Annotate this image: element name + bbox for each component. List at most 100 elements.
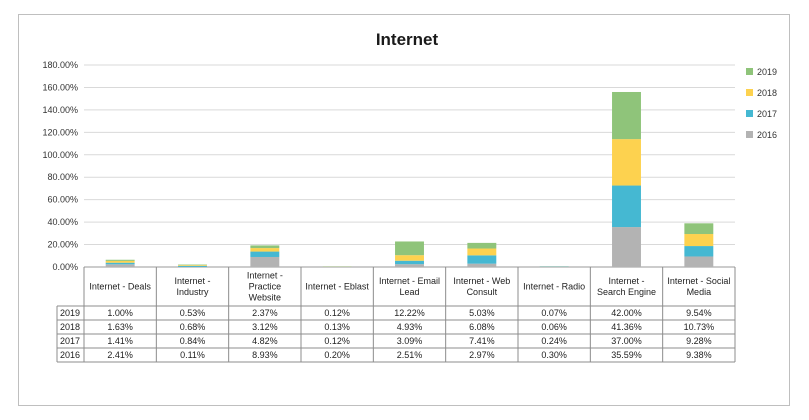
y-axis-ticks: 0.00% 20.00% 40.00% 60.00% 80.00% 100.00% 120.… <box>42 60 78 272</box>
table-cell-value: 6.08% <box>469 322 495 332</box>
bar-segment-2018 <box>395 255 424 261</box>
bar-segment-2019 <box>684 223 714 235</box>
y-tick-label: 180.00% <box>42 60 78 70</box>
bar-segment-2019 <box>612 91 641 140</box>
table-cell-value: 4.93% <box>397 322 423 332</box>
bar-segment-2019 <box>105 259 135 261</box>
chart: Internet 0.00% 20.00% 40.00% 60.00% 80.00% 10… <box>42 30 777 363</box>
table-cell-value: 3.09% <box>397 336 423 346</box>
table-cell-value: 8.93% <box>252 350 278 360</box>
table-cell-value: 9.38% <box>686 350 712 360</box>
y-tick-label: 20.00% <box>47 240 78 250</box>
category-label: Website <box>249 293 281 303</box>
table-cell-value: 2.37% <box>252 308 278 318</box>
legend-swatch-2016 <box>746 131 753 138</box>
table-cell-value: 2.97% <box>469 350 495 360</box>
table-cell-value: 41.36% <box>611 322 642 332</box>
y-tick-label: 140.00% <box>42 105 78 115</box>
table-row-label: 2019 <box>60 308 80 318</box>
bar-segment-2017 <box>105 262 135 265</box>
table-row-label: 2017 <box>60 336 80 346</box>
bar-segment-2017 <box>684 246 714 257</box>
table-cell-value: 0.68% <box>180 322 206 332</box>
table-cell-value: 4.82% <box>252 336 278 346</box>
table-row-label: 2016 <box>60 350 80 360</box>
category-label: Internet - Email <box>379 276 440 286</box>
table-cell-value: 0.13% <box>324 322 350 332</box>
bar-segment-2018 <box>178 265 207 266</box>
table-cell-value: 0.84% <box>180 336 206 346</box>
table-cell-value: 0.12% <box>324 308 350 318</box>
bar-segment-2019 <box>467 242 497 249</box>
bar-segment-2019 <box>395 241 424 256</box>
table-cell-value: 5.03% <box>469 308 495 318</box>
legend: 2019 2018 2017 2016 <box>746 67 777 140</box>
table-cell-value: 1.63% <box>107 322 133 332</box>
bar-segment-2017 <box>395 260 424 265</box>
bars <box>105 91 714 267</box>
bar-segment-2017 <box>612 185 641 228</box>
category-label: Internet - Radio <box>523 282 585 292</box>
bar-segment-2018 <box>105 260 135 263</box>
legend-label: 2018 <box>757 88 777 98</box>
table-cell-value: 9.54% <box>686 308 712 318</box>
table-cell-value: 35.59% <box>611 350 642 360</box>
table-cell-value: 0.30% <box>541 350 567 360</box>
table-cell-value: 0.06% <box>541 322 567 332</box>
legend-swatch-2019 <box>746 68 753 75</box>
table-cell-value: 3.12% <box>252 322 278 332</box>
y-tick-label: 120.00% <box>42 127 78 137</box>
category-label: Internet - Social <box>667 276 730 286</box>
y-tick-label: 80.00% <box>47 172 78 182</box>
bar-segment-2019 <box>250 245 280 249</box>
y-tick-label: 40.00% <box>47 217 78 227</box>
legend-swatch-2018 <box>746 89 753 96</box>
category-label: Industry <box>176 287 209 297</box>
table-cell-value: 0.20% <box>324 350 350 360</box>
table-cell-value: 0.11% <box>180 350 205 360</box>
y-tick-label: 160.00% <box>42 82 78 92</box>
category-label: Consult <box>467 287 498 297</box>
table-cell-value: 1.00% <box>107 308 133 318</box>
y-tick-label: 0.00% <box>52 262 78 272</box>
category-label: Internet - <box>174 276 210 286</box>
bar-segment-2017 <box>467 255 497 264</box>
y-tick-label: 100.00% <box>42 150 78 160</box>
table-cell-value: 0.24% <box>541 336 567 346</box>
bar-segment-2019 <box>178 264 207 266</box>
table-cell-value: 37.00% <box>611 336 642 346</box>
table-cell-value: 12.22% <box>394 308 425 318</box>
bar-segment-2018 <box>612 139 641 186</box>
table-cell-value: 7.41% <box>469 336 495 346</box>
category-label: Search Engine <box>597 287 656 297</box>
gridlines <box>84 64 735 268</box>
legend-swatch-2017 <box>746 110 753 117</box>
bar-segment-2016 <box>250 256 280 267</box>
bar-segment-2016 <box>467 263 497 267</box>
bar-segment-2018 <box>250 248 280 252</box>
bar-segment-2016 <box>105 264 135 267</box>
table-cell-value: 0.07% <box>541 308 567 318</box>
bar-segment-2018 <box>467 248 497 256</box>
category-label: Internet - Web <box>453 276 510 286</box>
bar-segment-2017 <box>250 251 280 257</box>
bar-segment-2018 <box>684 234 714 247</box>
table-cell-value: 0.53% <box>180 308 206 318</box>
y-tick-label: 60.00% <box>47 195 78 205</box>
category-label: Internet - Eblast <box>305 282 369 292</box>
category-label: Internet - <box>608 276 644 286</box>
category-label: Internet - Deals <box>89 282 151 292</box>
legend-label: 2016 <box>757 130 777 140</box>
chart-title: Internet <box>376 30 439 49</box>
table-cell-value: 9.28% <box>686 336 712 346</box>
table-row-label: 2018 <box>60 322 80 332</box>
category-label: Internet - <box>247 271 283 281</box>
chart-frame: Internet 0.00% 20.00% 40.00% 60.00% 80.00% 10… <box>18 14 790 406</box>
category-label: Practice <box>249 282 282 292</box>
bar-segment-2016 <box>612 227 641 267</box>
table-cell-value: 1.41% <box>107 336 133 346</box>
table-cell-value: 42.00% <box>611 308 642 318</box>
legend-label: 2019 <box>757 67 777 77</box>
table-cell-value: 2.51% <box>397 350 423 360</box>
